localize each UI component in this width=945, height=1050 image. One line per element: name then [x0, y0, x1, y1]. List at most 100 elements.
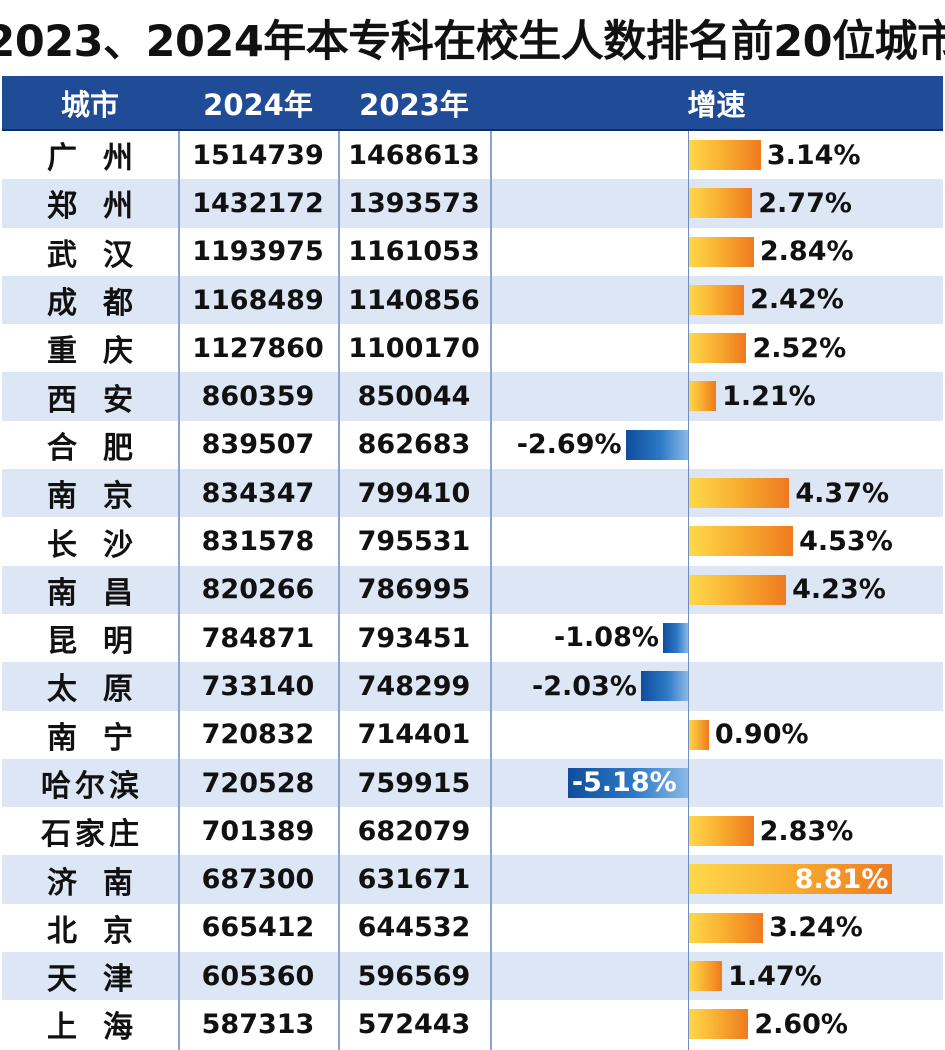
table-row: 西安 860359 850044 1.21%	[2, 372, 943, 421]
growth-bar	[688, 1009, 749, 1040]
table-row: 长沙 831578 795531 4.53%	[2, 517, 943, 565]
value-2023: 795531	[357, 526, 471, 558]
growth-label: 2.60%	[754, 1008, 848, 1040]
value-2024: 605360	[201, 960, 315, 992]
city-name: 哈尔滨	[41, 769, 143, 804]
city-name: 天津	[47, 962, 159, 998]
value-2023: 644532	[357, 912, 471, 944]
growth-label: 2.83%	[759, 815, 854, 847]
value-2024: 839507	[201, 429, 315, 461]
growth-label: 1.21%	[722, 380, 816, 412]
value-2023: 850044	[357, 381, 471, 413]
value-2024: 733140	[201, 670, 315, 702]
value-2023: 799410	[357, 477, 471, 509]
city-name: 济南	[47, 865, 159, 901]
value-2023: 714401	[357, 719, 471, 751]
table-row: 广州 1514739 1468613 3.14%	[2, 131, 943, 179]
growth-label: 3.24%	[769, 912, 863, 944]
growth-bar	[688, 574, 787, 605]
growth-label: 4.23%	[792, 574, 886, 606]
city-name: 广州	[47, 141, 159, 177]
growth-bar	[688, 719, 709, 750]
growth-bar	[688, 478, 790, 509]
header-2024: 2024年	[203, 87, 313, 122]
table-row: 重庆 1127860 1100170 2.52%	[2, 324, 943, 372]
table-row: 成都 1168489 1140856 2.42%	[2, 275, 943, 325]
value-2023: 1140856	[348, 284, 480, 316]
growth-bar	[688, 912, 764, 943]
city-name: 石家庄	[41, 817, 143, 853]
value-2023: 786995	[357, 574, 471, 606]
growth-label: 3.14%	[766, 139, 861, 171]
growth-bar	[688, 188, 753, 219]
value-2023: 759915	[357, 767, 471, 799]
growth-bar	[688, 284, 745, 315]
value-2023: 748299	[357, 670, 471, 702]
table-row: 郑州 1432172 1393573 2.77%	[2, 179, 943, 228]
city-name: 合肥	[47, 430, 159, 466]
header-growth: 增速	[687, 87, 746, 122]
growth-label: 2.77%	[758, 187, 852, 219]
city-name: 上海	[47, 1010, 159, 1046]
city-name: 太原	[47, 672, 159, 708]
table-body: 广州 1514739 1468613 3.14% 郑州 1432172 1393573 2.7…	[2, 131, 943, 1049]
value-2024: 1193975	[192, 236, 324, 268]
growth-bar	[640, 671, 688, 702]
header-2023: 2023年	[359, 87, 469, 122]
table-row: 南宁 720832 714401 0.90%	[2, 711, 943, 759]
value-2024: 687300	[201, 864, 315, 896]
city-name: 南宁	[47, 720, 159, 756]
value-2023: 596569	[357, 960, 471, 992]
value-2024: 831578	[201, 526, 315, 558]
table-row: 南昌 820266 786995 4.23%	[2, 565, 943, 614]
table-row: 合肥 839507 862683 -2.69%	[2, 421, 943, 469]
city-name: 武汉	[47, 237, 159, 273]
value-2024: 860359	[201, 381, 315, 413]
value-2024: 701389	[201, 815, 315, 847]
growth-bar	[688, 864, 893, 895]
growth-label: 8.81%	[794, 863, 889, 895]
growth-bar	[688, 333, 747, 364]
value-2023: 572443	[357, 1008, 471, 1040]
value-2024: 720832	[201, 719, 315, 751]
growth-label: 0.90%	[714, 719, 809, 751]
growth-label: 2.42%	[750, 284, 844, 316]
table-row: 哈尔滨 720528 759915 -5.18%	[2, 758, 943, 808]
table-row: 武汉 1193975 1161053 2.84%	[2, 228, 943, 276]
value-2024: 665412	[201, 912, 315, 944]
value-2023: 862683	[357, 429, 471, 461]
city-name: 长沙	[47, 527, 159, 563]
growth-label: 4.37%	[795, 477, 890, 509]
growth-label: 2.52%	[752, 332, 847, 364]
column-divider	[338, 131, 340, 1050]
growth-label: -1.08%	[554, 622, 659, 654]
growth-bar	[688, 526, 794, 557]
city-name: 昆明	[47, 624, 159, 660]
value-2024: 1127860	[192, 332, 324, 364]
growth-bar	[688, 140, 761, 170]
growth-label: -5.18%	[571, 767, 677, 799]
growth-label: 4.53%	[799, 525, 893, 557]
header-city: 城市	[60, 87, 119, 122]
value-2023: 1393573	[348, 187, 480, 219]
table-row: 济南 687300 631671 8.81%	[2, 855, 943, 904]
table-row: 石家庄 701389 682079 2.83%	[2, 807, 943, 855]
city-name: 成都	[47, 286, 159, 322]
column-divider	[178, 131, 180, 1050]
value-2024: 720528	[201, 767, 315, 799]
value-2023: 1468613	[348, 139, 480, 171]
growth-bar	[688, 816, 754, 847]
value-2024: 820266	[201, 574, 315, 606]
value-2024: 784871	[201, 622, 315, 654]
growth-bar	[662, 622, 688, 653]
table-row: 天津 605360 596569 1.47%	[2, 952, 943, 1001]
column-divider	[490, 131, 492, 1050]
page-title: 2023、2024年本专科在校生人数排名前20位城市	[0, 17, 945, 67]
table-row: 太原 733140 748299 -2.03%	[2, 662, 943, 711]
city-name: 北京	[47, 913, 159, 949]
value-2024: 1514739	[192, 139, 324, 171]
growth-bar	[688, 236, 754, 267]
growth-bar	[688, 381, 717, 412]
city-name: 南昌	[47, 575, 159, 611]
growth-label: -2.03%	[532, 670, 637, 702]
